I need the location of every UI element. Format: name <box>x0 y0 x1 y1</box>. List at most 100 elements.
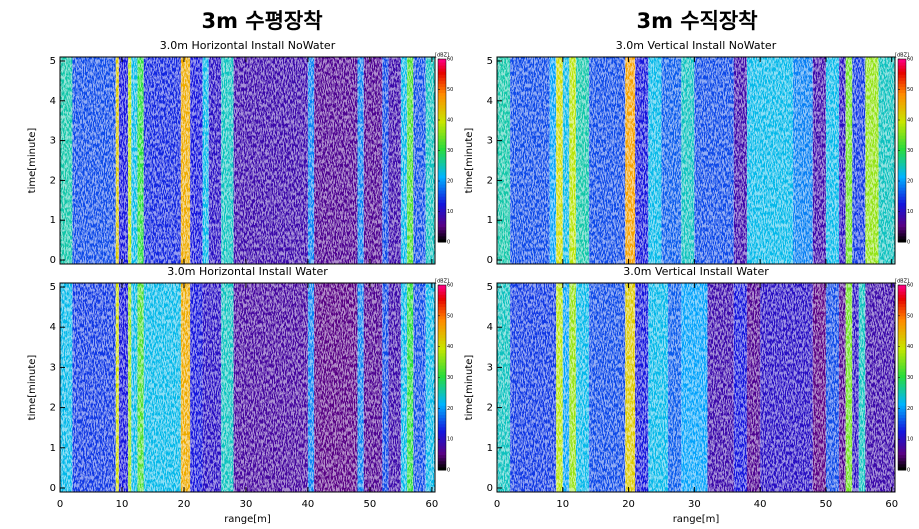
colorbar-cell <box>898 95 906 100</box>
colorbar-cell <box>438 92 446 97</box>
colorbar-tick-label: 60 <box>907 283 913 289</box>
x-tick-label: 10 <box>116 499 129 510</box>
colorbar-cell <box>898 377 906 382</box>
colorbar-cell <box>438 205 446 209</box>
colorbar-cell <box>438 448 446 452</box>
colorbar-cell <box>898 135 906 139</box>
colorbar-cell <box>898 389 906 394</box>
colorbar-cell <box>438 74 446 78</box>
colorbar-cell <box>898 417 906 422</box>
colorbar-cell <box>438 153 446 158</box>
colorbar-tick-label: 60 <box>447 283 453 289</box>
colorbar-cell <box>438 187 446 191</box>
colorbar-cell <box>898 129 906 133</box>
colorbar-cell <box>438 334 446 338</box>
colorbar-cell <box>898 288 906 292</box>
colorbar-cell <box>438 174 446 179</box>
colorbar-cell <box>898 171 906 176</box>
colorbar-cell <box>898 232 906 237</box>
colorbar-tick-label: 20 <box>907 179 913 185</box>
colorbar-cell <box>438 359 446 363</box>
colorbar-cell <box>438 306 446 311</box>
y-tick-label: 2 <box>487 175 493 186</box>
x-tick-label: 40 <box>754 499 767 510</box>
colorbar-cell <box>898 352 906 357</box>
colorbar-cell <box>438 150 446 155</box>
colorbar-cell <box>438 297 446 301</box>
y-tick-label: 3 <box>50 136 56 147</box>
colorbar-cell <box>898 380 906 385</box>
colorbar-cell <box>438 423 446 428</box>
colorbar-cell <box>898 439 906 443</box>
colorbar-cell <box>898 328 906 332</box>
colorbar-cell <box>438 414 446 419</box>
colorbar-cell <box>898 291 906 295</box>
colorbar-cell <box>438 144 446 148</box>
heading: 3m 수평장착 <box>201 9 322 33</box>
colorbar-cell <box>898 83 906 87</box>
y-tick-label: 0 <box>50 483 56 494</box>
colorbar-cell <box>438 156 446 161</box>
colorbar-cell <box>898 359 906 363</box>
colorbar-cell <box>898 331 906 335</box>
colorbar-cell <box>438 59 446 63</box>
colorbar-cell <box>438 318 446 323</box>
colorbar-cell <box>898 156 906 161</box>
colorbar-cell <box>898 346 906 351</box>
colorbar-cell <box>898 436 906 440</box>
plot-frame <box>59 56 436 265</box>
colorbar-cell <box>438 389 446 394</box>
colorbar-cell <box>438 439 446 443</box>
colorbar-cell <box>438 171 446 176</box>
colorbar-cell <box>898 132 906 136</box>
colorbar-cell <box>438 346 446 351</box>
plot-frame <box>496 56 896 265</box>
colorbar-cell <box>438 303 446 308</box>
x-tick-label: 60 <box>885 499 898 510</box>
colorbar-cell <box>898 184 906 188</box>
colorbar-cell <box>438 386 446 391</box>
heading: 3m 수직장착 <box>636 9 757 33</box>
colorbar-cell <box>438 141 446 145</box>
colorbar-cell <box>898 429 906 434</box>
colorbar-cell <box>898 340 906 345</box>
colorbar-cell <box>438 445 446 449</box>
colorbar-cell <box>898 147 906 151</box>
colorbar-cell <box>438 190 446 194</box>
speckle <box>60 283 435 492</box>
colorbar-cell <box>438 368 446 372</box>
colorbar-cell <box>438 110 446 115</box>
colorbar-cell <box>898 337 906 341</box>
colorbar-cell <box>438 420 446 425</box>
colorbar-label: [dBZ] <box>895 53 909 59</box>
colorbar-tick-label: 20 <box>447 406 453 412</box>
x-tick-label: 0 <box>494 499 500 510</box>
colorbar-cell <box>898 199 906 203</box>
panel-title: 3.0m Horizontal Install NoWater <box>160 39 336 52</box>
y-tick-label: 2 <box>50 403 56 414</box>
colorbar-cell <box>898 457 906 462</box>
x-tick-label: 30 <box>240 499 253 510</box>
colorbar-tick-label: 30 <box>907 375 913 381</box>
colorbar-cell <box>898 312 906 317</box>
colorbar-cell <box>438 80 446 84</box>
colorbar-cell <box>438 349 446 354</box>
colorbar-cell <box>898 334 906 338</box>
colorbar-cell <box>898 355 906 360</box>
colorbar-cell <box>438 86 446 90</box>
colorbar-cell <box>898 408 906 412</box>
colorbar-tick-label: 0 <box>447 468 450 474</box>
colorbar-cell <box>898 110 906 115</box>
y-tick-label: 1 <box>487 443 493 454</box>
colorbar-cell <box>438 383 446 388</box>
colorbar-cell <box>438 120 446 124</box>
panel-title: 3.0m Vertical Install NoWater <box>616 39 777 52</box>
colorbar-cell <box>438 291 446 295</box>
colorbar-tick-label: 40 <box>447 118 453 124</box>
colorbar-cell <box>898 71 906 75</box>
speckle <box>60 57 435 264</box>
colorbar-cell <box>898 466 906 471</box>
colorbar-cell <box>898 92 906 97</box>
colorbar-cell <box>898 220 906 225</box>
colorbar-cell <box>898 123 906 127</box>
